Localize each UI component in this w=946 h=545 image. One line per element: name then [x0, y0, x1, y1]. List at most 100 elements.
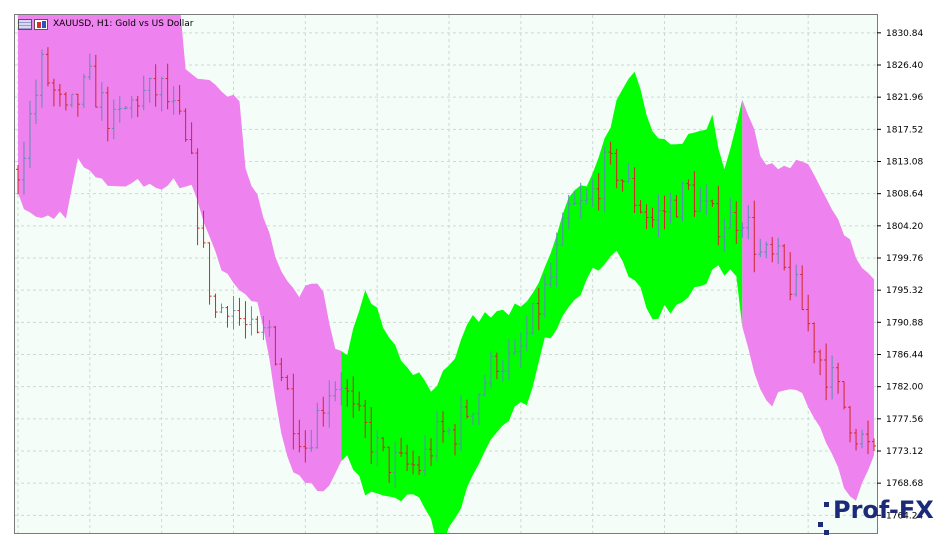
candle [129, 95, 134, 119]
candle [770, 236, 775, 263]
bearish-band [18, 15, 342, 492]
candle [429, 438, 434, 466]
y-tick-label: 1830.84 [886, 29, 923, 39]
candle [524, 315, 529, 352]
candle [686, 179, 691, 190]
y-tick-label: 1764.24 [886, 511, 923, 521]
candle [632, 167, 637, 213]
candle [39, 49, 44, 108]
y-tick-label: 1773.12 [886, 447, 923, 457]
candle [159, 76, 164, 112]
candle [261, 316, 266, 341]
candle [512, 339, 517, 356]
candlestick-icon[interactable] [34, 18, 48, 30]
candle [626, 163, 631, 183]
candle [536, 288, 541, 331]
candle [345, 379, 350, 407]
y-tick-label: 1808.64 [886, 190, 923, 200]
candle [165, 63, 170, 110]
candle [153, 64, 158, 107]
y-tick-label: 1817.52 [886, 125, 923, 135]
candle [351, 376, 356, 418]
candle [33, 79, 38, 124]
chart-header: XAUUSD, H1: Gold vs US Dollar [18, 17, 194, 31]
y-tick-label: 1795.32 [886, 286, 923, 296]
candle [500, 359, 505, 382]
candle [488, 351, 493, 389]
y-tick-label: 1821.96 [886, 93, 923, 103]
candle [848, 406, 853, 443]
candle [435, 411, 440, 462]
candle [842, 381, 847, 410]
candle [93, 54, 98, 108]
candle [518, 332, 523, 368]
y-tick-label: 1813.08 [886, 157, 923, 167]
candle [207, 242, 212, 305]
candle [812, 322, 817, 364]
candle [530, 302, 535, 335]
candle [722, 218, 727, 252]
candle [135, 95, 140, 118]
candle [752, 200, 757, 273]
candle [854, 428, 859, 451]
bullish-band [341, 71, 743, 533]
candle [393, 441, 398, 489]
candle [872, 438, 877, 451]
y-tick-label: 1790.88 [886, 318, 923, 328]
candle [99, 82, 104, 121]
candle [15, 164, 20, 195]
candle [369, 407, 374, 464]
candle [824, 343, 829, 401]
candle [554, 232, 559, 288]
candle [279, 357, 284, 382]
candle [800, 265, 805, 311]
candle [590, 178, 595, 207]
candle [339, 372, 344, 406]
candle [614, 149, 619, 189]
candle [231, 295, 236, 330]
candle [572, 191, 577, 206]
candle [387, 446, 392, 484]
candle [141, 75, 146, 111]
candle [818, 349, 823, 376]
candle [195, 148, 200, 246]
candle [63, 92, 68, 111]
candle [285, 375, 290, 390]
candle [423, 435, 428, 476]
candle [794, 264, 799, 297]
candle [177, 84, 182, 115]
candle [674, 194, 679, 218]
candle [758, 238, 763, 258]
candle [315, 402, 320, 449]
candle [548, 262, 553, 288]
candle [704, 184, 709, 215]
candle [105, 86, 110, 142]
candle [411, 450, 416, 475]
candle [620, 179, 625, 192]
candle [81, 73, 86, 109]
table-icon[interactable] [18, 18, 32, 30]
candle [494, 352, 499, 380]
candle [788, 252, 793, 301]
candle [584, 188, 589, 205]
candle [21, 141, 26, 195]
candle [51, 78, 56, 107]
candle [728, 198, 733, 229]
candle [602, 146, 607, 213]
candle [716, 185, 721, 246]
y-tick-label: 1777.56 [886, 415, 923, 425]
candle [189, 122, 194, 155]
candle [297, 419, 302, 453]
candle [213, 293, 218, 318]
candle [578, 182, 583, 219]
candle [482, 374, 487, 397]
candle [860, 429, 865, 449]
candle [441, 411, 446, 443]
candle [566, 194, 571, 230]
y-tick-label: 1768.68 [886, 479, 923, 489]
candle [458, 395, 463, 452]
candle [764, 241, 769, 259]
candle [57, 83, 62, 107]
candle [668, 192, 673, 224]
candle [75, 93, 80, 117]
